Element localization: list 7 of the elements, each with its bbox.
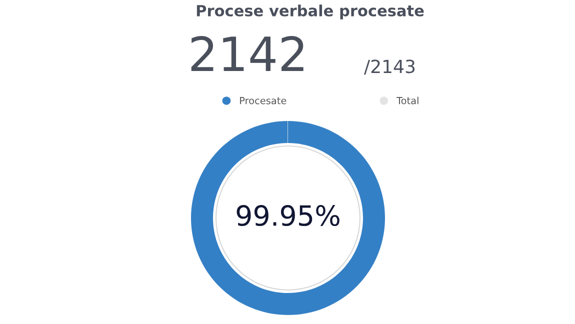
legend-label: Procesate [240, 97, 286, 104]
text: /2143 [364, 60, 415, 75]
donut-slice [191, 121, 385, 315]
text: 2142 [191, 36, 304, 72]
legend-label: Total [396, 96, 418, 104]
chart-title: Procese verbale procesate [196, 4, 424, 20]
text: 99.95% [236, 205, 340, 226]
